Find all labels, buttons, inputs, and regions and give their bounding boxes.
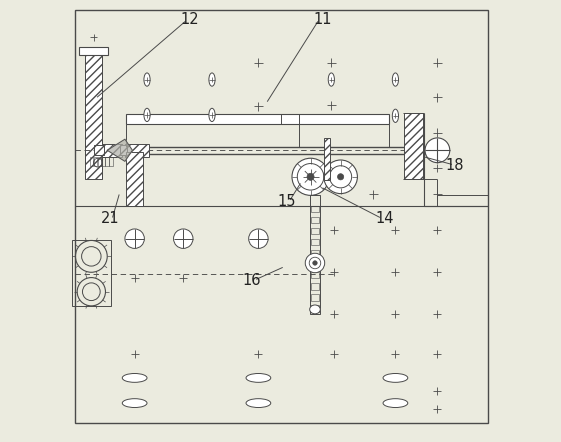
Circle shape: [125, 229, 144, 248]
Ellipse shape: [209, 73, 215, 86]
Text: 14: 14: [375, 211, 394, 226]
Bar: [102, 144, 122, 157]
Circle shape: [249, 229, 268, 248]
Text: 18: 18: [446, 158, 465, 173]
Bar: [109, 157, 113, 166]
Ellipse shape: [144, 108, 150, 122]
Ellipse shape: [392, 73, 398, 86]
Bar: [90, 157, 93, 166]
Bar: [311, 217, 319, 223]
Bar: [126, 114, 389, 124]
Bar: [94, 145, 104, 155]
Bar: [102, 157, 105, 166]
Text: 11: 11: [313, 12, 332, 27]
Bar: [311, 272, 319, 278]
Ellipse shape: [310, 305, 320, 314]
Text: 21: 21: [101, 211, 119, 226]
Circle shape: [307, 173, 314, 180]
Bar: [311, 206, 319, 212]
Text: 12: 12: [181, 12, 199, 27]
Bar: [311, 294, 319, 301]
Ellipse shape: [246, 399, 271, 408]
Ellipse shape: [383, 399, 408, 408]
Text: 16: 16: [242, 273, 261, 288]
Ellipse shape: [383, 373, 408, 382]
Bar: [105, 157, 109, 166]
Bar: [121, 145, 127, 155]
Circle shape: [338, 174, 344, 180]
Bar: [85, 49, 102, 179]
Bar: [311, 283, 319, 290]
Ellipse shape: [328, 73, 334, 86]
Bar: [80, 47, 108, 55]
Bar: [125, 144, 149, 157]
Ellipse shape: [209, 108, 215, 122]
Circle shape: [313, 261, 317, 265]
Bar: [404, 113, 423, 179]
Text: 15: 15: [278, 194, 296, 209]
Circle shape: [305, 253, 325, 273]
Bar: [311, 228, 319, 234]
Ellipse shape: [122, 373, 147, 382]
Bar: [72, 240, 111, 306]
Bar: [311, 239, 319, 245]
Ellipse shape: [122, 399, 147, 408]
Circle shape: [173, 229, 193, 248]
Bar: [311, 250, 319, 256]
Bar: [310, 195, 320, 314]
Polygon shape: [107, 139, 132, 161]
Bar: [311, 261, 319, 267]
Bar: [98, 157, 101, 166]
Circle shape: [425, 138, 450, 163]
Ellipse shape: [392, 109, 398, 122]
Bar: [324, 138, 330, 180]
Ellipse shape: [144, 73, 150, 86]
Circle shape: [324, 160, 357, 194]
Ellipse shape: [246, 373, 271, 382]
Bar: [94, 157, 97, 166]
Bar: [126, 152, 142, 206]
Circle shape: [292, 158, 329, 195]
Bar: [311, 305, 319, 312]
